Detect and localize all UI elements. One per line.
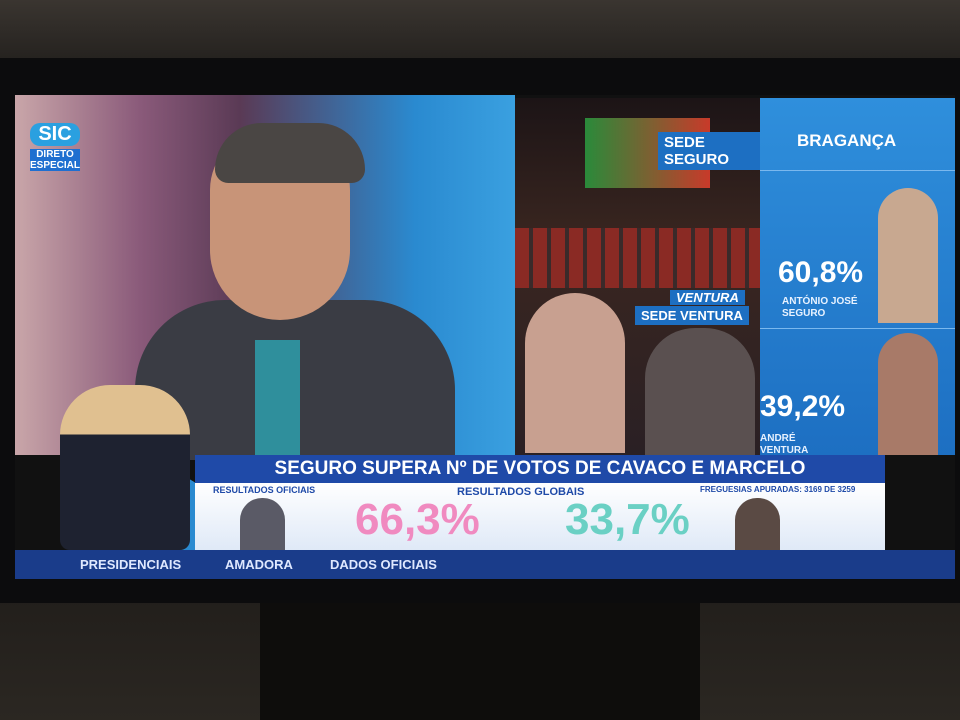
tv-screen: SIC DIRETO ESPECIAL VENTURA SEDE VENTURA… (15, 95, 955, 579)
source: DADOS OFICIAIS (330, 557, 437, 572)
district: BRAGANÇA (797, 131, 897, 150)
municipality: AMADORA (225, 557, 293, 572)
headline: SEGURO SUPERA Nº DE VOTOS DE CAVACO E MA… (195, 455, 885, 483)
feed-location: SEDE VENTURA (635, 306, 749, 325)
candidate-photo (240, 498, 285, 550)
guest-hair (215, 123, 365, 183)
footer-strip: PRESIDENCIAIS AMADORA DADOS OFICIAIS (15, 550, 955, 579)
feed-banner: VENTURA (670, 290, 745, 305)
badge: ESPECIAL (30, 160, 81, 171)
label: RESULTADOS OFICIAIS (213, 485, 316, 495)
label: RESULTADOS GLOBAIS (457, 486, 585, 498)
channel-logo: SIC DIRETO ESPECIAL (30, 123, 81, 171)
result: 66,3% (355, 495, 480, 544)
location-tag: SEDE SEGURO (658, 132, 760, 170)
candidate-name: ANDRÉ VENTURA (760, 433, 809, 456)
logo: SIC (30, 123, 81, 146)
label: FREGUESIAS APURADAS: 3169 DE 3259 (700, 485, 856, 494)
studio-shot (15, 95, 515, 460)
divider (760, 170, 955, 171)
results-panel: BRAGANÇA 60,8% ANTÓNIO JOSÉ SEGURO 39,2%… (760, 98, 955, 456)
candidate-name: ANTÓNIO JOSÉ SEGURO (782, 296, 858, 319)
candidate-percent: 39,2% (760, 390, 846, 423)
program: PRESIDENCIAIS (80, 557, 182, 572)
candidate-photo (735, 498, 780, 550)
candidate-photo (878, 333, 938, 455)
divider (760, 328, 955, 329)
person (525, 293, 625, 453)
tv-stand (260, 603, 700, 720)
badge: DIRETO (30, 149, 81, 160)
person (645, 328, 755, 455)
candidate-photo (878, 188, 938, 323)
result: 33,7% (565, 495, 690, 544)
sign-interpreter (60, 385, 190, 550)
results-strip: RESULTADOS OFICIAIS RESULTADOS GLOBAIS F… (195, 483, 885, 550)
candidate-percent: 60,8% (778, 256, 864, 289)
live-feed: VENTURA SEDE VENTURA SEDE SEGURO (515, 98, 760, 455)
audience (515, 228, 760, 288)
guest-tie (255, 340, 300, 455)
